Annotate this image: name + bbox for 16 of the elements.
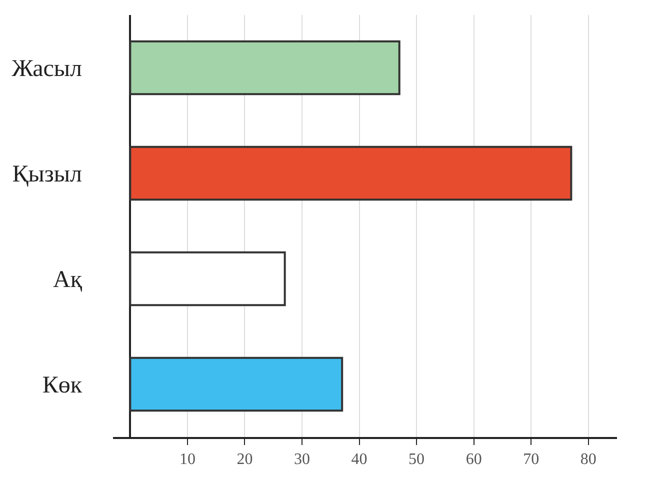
y-tick-label: Көк [42,372,82,399]
x-tick-label: 50 [408,451,425,468]
y-tick-label: Қызыл [12,162,82,188]
y-tick-label: Жасыл [12,56,82,82]
x-tick-label: 80 [580,451,596,468]
bar [129,251,286,306]
y-tick-label: Ақ [53,267,82,294]
x-tick-label: 40 [351,451,368,468]
bar [129,356,344,412]
x-tick-label: 30 [294,451,310,468]
x-tick-label: 60 [466,451,482,468]
bar [129,146,572,201]
bar [129,40,400,96]
x-tick-label: 70 [523,451,540,468]
x-tick-label: 10 [179,451,196,468]
x-tick-label: 20 [236,451,253,468]
